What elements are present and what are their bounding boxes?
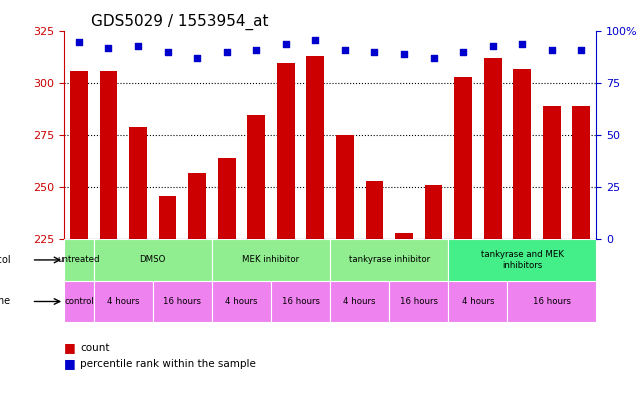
Text: ■: ■	[64, 357, 76, 370]
Point	[340, 47, 350, 53]
Point	[399, 51, 409, 57]
Point	[133, 43, 143, 49]
Point	[369, 49, 379, 55]
Bar	[212, 281, 271, 322]
Bar	[330, 281, 389, 322]
Text: DMSO: DMSO	[140, 255, 166, 264]
Point	[428, 55, 438, 62]
Bar	[94, 281, 153, 322]
Text: 4 hours: 4 hours	[462, 297, 494, 306]
Text: MEK inhibitor: MEK inhibitor	[242, 255, 299, 264]
Text: 4 hours: 4 hours	[225, 297, 258, 306]
Text: protocol: protocol	[0, 255, 11, 265]
Text: 16 hours: 16 hours	[163, 297, 201, 306]
Text: 16 hours: 16 hours	[281, 297, 320, 306]
Point	[488, 43, 498, 49]
Bar	[159, 196, 176, 239]
Bar	[153, 281, 212, 322]
Point	[576, 47, 587, 53]
Bar	[129, 127, 147, 239]
Point	[162, 49, 172, 55]
Bar	[454, 77, 472, 239]
Bar	[271, 281, 330, 322]
Bar	[389, 281, 448, 322]
Text: untreated: untreated	[58, 255, 100, 264]
Text: ■: ■	[64, 341, 76, 354]
Bar	[277, 62, 295, 239]
Point	[458, 49, 468, 55]
Text: percentile rank within the sample: percentile rank within the sample	[80, 358, 256, 369]
Point	[310, 37, 320, 43]
Bar	[212, 239, 330, 281]
Bar	[395, 233, 413, 239]
Text: time: time	[0, 296, 11, 307]
Bar	[448, 281, 508, 322]
Text: control: control	[64, 297, 94, 306]
Bar	[448, 239, 596, 281]
Bar	[330, 239, 448, 281]
Bar	[94, 239, 212, 281]
Point	[103, 45, 113, 51]
Bar	[508, 281, 596, 322]
Point	[222, 49, 232, 55]
Text: tankyrase inhibitor: tankyrase inhibitor	[349, 255, 430, 264]
Bar	[513, 69, 531, 239]
Point	[281, 41, 291, 47]
Bar	[306, 56, 324, 239]
Text: count: count	[80, 343, 110, 353]
Bar	[218, 158, 235, 239]
Text: 16 hours: 16 hours	[400, 297, 438, 306]
Bar	[484, 59, 501, 239]
Bar	[64, 239, 94, 281]
Bar	[365, 181, 383, 239]
Text: tankyrase and MEK
inhibitors: tankyrase and MEK inhibitors	[481, 250, 563, 270]
Bar	[543, 106, 561, 239]
Bar	[336, 135, 354, 239]
Bar	[99, 71, 117, 239]
Bar	[425, 185, 442, 239]
Bar	[247, 114, 265, 239]
Point	[547, 47, 557, 53]
Bar	[64, 281, 94, 322]
Bar	[70, 71, 88, 239]
Point	[74, 39, 84, 45]
Bar	[572, 106, 590, 239]
Text: 4 hours: 4 hours	[107, 297, 140, 306]
Text: GDS5029 / 1553954_at: GDS5029 / 1553954_at	[91, 14, 268, 30]
Text: 4 hours: 4 hours	[344, 297, 376, 306]
Point	[251, 47, 262, 53]
Point	[517, 41, 528, 47]
Text: 16 hours: 16 hours	[533, 297, 570, 306]
Point	[192, 55, 203, 62]
Bar	[188, 173, 206, 239]
